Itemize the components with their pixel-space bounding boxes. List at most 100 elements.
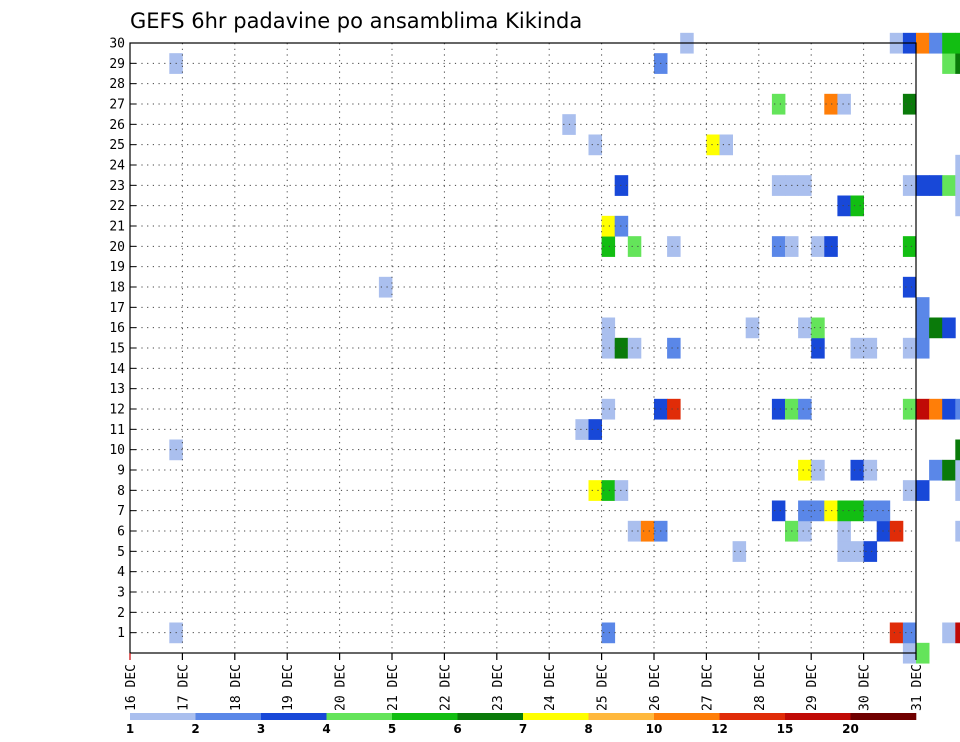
heatmap-cell: [929, 32, 943, 54]
x-tick-label: 27 DEC: [700, 664, 715, 711]
heatmap-cell: [706, 134, 720, 156]
grid-lines: [130, 42, 916, 653]
heatmap-cell: [916, 175, 930, 196]
heatmap-cell: [916, 480, 930, 501]
heatmap-cell: [811, 459, 825, 481]
y-axis: 1234567891011121314151617181920212223242…: [109, 37, 136, 641]
x-tick-label: 17 DEC: [176, 664, 191, 711]
heatmap-cell: [916, 337, 930, 359]
heatmap-cell: [850, 459, 864, 481]
heatmap-cell: [902, 276, 917, 298]
y-tick-label: 17: [109, 301, 125, 316]
heatmap-cell: [588, 134, 602, 156]
y-tick-label: 23: [109, 179, 125, 194]
y-tick-label: 11: [109, 423, 125, 438]
colorbar-label: 8: [584, 722, 592, 736]
heatmap-cell: [614, 215, 629, 237]
y-tick-label: 7: [117, 504, 125, 519]
heatmap-cells: [169, 32, 960, 664]
y-tick-label: 9: [117, 464, 125, 479]
y-tick-label: 15: [109, 342, 125, 357]
heatmap-cell: [614, 337, 629, 359]
colorbar-swatch: [850, 713, 917, 720]
y-tick-label: 28: [109, 77, 125, 92]
colorbar-swatch: [130, 713, 196, 720]
heatmap-cell: [955, 53, 960, 74]
y-tick-label: 13: [109, 382, 125, 397]
heatmap-cell: [798, 500, 812, 522]
colorbar-label: 15: [777, 722, 794, 736]
heatmap-cell: [798, 317, 812, 339]
colorbar-swatch: [785, 713, 851, 720]
y-tick-label: 18: [109, 281, 125, 296]
heatmap-cell: [850, 195, 864, 217]
heatmap-cell: [601, 215, 616, 237]
colorbar-label: 5: [388, 722, 396, 736]
y-tick-label: 20: [109, 240, 125, 255]
y-tick-label: 5: [117, 545, 125, 560]
heatmap-cell: [837, 93, 851, 115]
heatmap-cell: [798, 520, 812, 542]
heatmap-cell: [614, 480, 629, 501]
y-tick-label: 22: [109, 199, 125, 214]
heatmap-cell: [667, 337, 681, 359]
heatmap-cell: [627, 236, 642, 257]
heatmap-cell: [929, 175, 943, 196]
heatmap-cell: [916, 398, 930, 420]
heatmap-cell: [824, 236, 838, 257]
heatmap-cell: [824, 93, 838, 115]
heatmap-cell: [837, 541, 851, 562]
heatmap-cell: [850, 500, 864, 522]
heatmap-cell: [916, 297, 930, 318]
heatmap-cell: [902, 236, 917, 257]
heatmap-cell: [955, 622, 960, 644]
heatmap-cell: [837, 500, 851, 522]
heatmap-cell: [837, 520, 851, 542]
heatmap-cell: [955, 195, 960, 217]
x-tick-label: 21 DEC: [386, 664, 401, 711]
x-tick-label: 31 DEC: [910, 664, 925, 711]
heatmap-cell: [929, 317, 943, 339]
heatmap-cell: [942, 53, 956, 74]
colorbar-label: 12: [711, 722, 728, 736]
colorbar-label: 1: [126, 722, 134, 736]
colorbar-label: 7: [519, 722, 527, 736]
colorbar-swatch: [719, 713, 786, 720]
heatmap-cell: [902, 398, 917, 420]
x-tick-label: 29 DEC: [805, 664, 820, 711]
heatmap-cell: [601, 317, 616, 339]
heatmap-cell: [811, 337, 825, 359]
x-tick-label: 16 DEC: [124, 664, 139, 711]
colorbar-label: 4: [322, 722, 330, 736]
y-tick-label: 4: [117, 565, 125, 580]
x-tick-label: 19 DEC: [281, 664, 296, 711]
heatmap-cell: [667, 398, 681, 420]
heatmap-cell: [955, 520, 960, 542]
heatmap-cell: [942, 398, 956, 420]
y-tick-label: 30: [109, 37, 125, 52]
y-tick-label: 25: [109, 138, 125, 153]
heatmap-cell: [837, 195, 851, 217]
heatmap-cell: [627, 337, 642, 359]
heatmap-cell: [902, 337, 917, 359]
colorbar-legend: 1 2 3 4 5 6 7 8 10 12 15 20: [126, 713, 917, 736]
heatmap-cell: [902, 480, 917, 501]
heatmap-cell: [378, 276, 393, 298]
heatmap-cell: [955, 398, 960, 420]
y-tick-label: 3: [117, 586, 125, 601]
y-tick-label: 16: [109, 321, 125, 336]
x-tick-label: 25 DEC: [596, 664, 611, 711]
heatmap-cell: [575, 419, 589, 440]
y-tick-label: 29: [109, 57, 125, 72]
colorbar-swatch: [457, 713, 524, 720]
heatmap-cell: [588, 419, 602, 440]
heatmap-cell: [601, 480, 616, 501]
heatmap-cell: [798, 175, 812, 196]
heatmap-cell: [614, 175, 629, 196]
x-tick-label: 18 DEC: [229, 664, 244, 711]
heatmap-cell: [889, 622, 904, 644]
heatmap-cell: [798, 459, 812, 481]
y-tick-label: 14: [109, 362, 125, 377]
x-tick-label: 28 DEC: [753, 664, 768, 711]
